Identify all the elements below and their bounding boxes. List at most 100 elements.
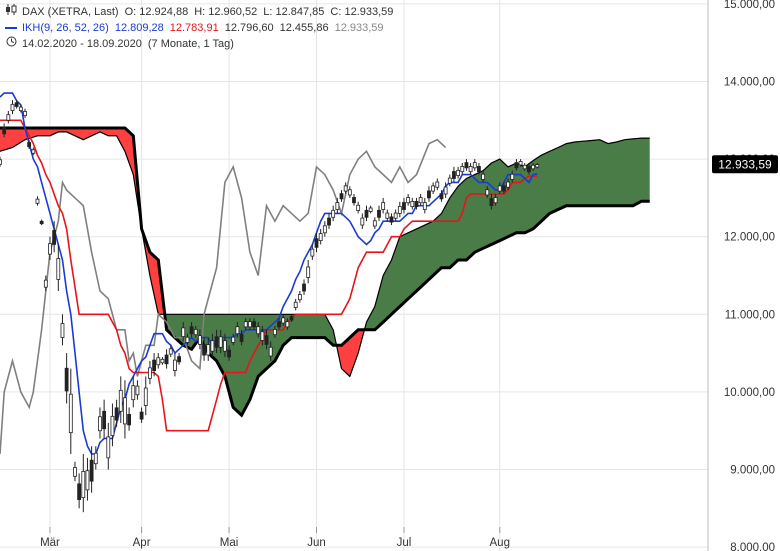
candle-body bbox=[535, 164, 540, 168]
legend-open-value: 12.924,88 bbox=[139, 5, 189, 18]
chart-grid bbox=[0, 0, 708, 551]
candle-body bbox=[481, 173, 486, 180]
candle-body bbox=[277, 321, 281, 328]
candle-body bbox=[0, 159, 2, 165]
candle-body bbox=[64, 367, 69, 392]
candle-body bbox=[235, 326, 240, 335]
candle-body bbox=[477, 166, 481, 173]
candle-body bbox=[472, 162, 477, 169]
candle-body bbox=[414, 200, 419, 208]
candle-body bbox=[56, 258, 61, 280]
cloud-bearish-area bbox=[0, 128, 142, 229]
last-price-tag-bg bbox=[712, 155, 778, 174]
candle-body bbox=[198, 335, 202, 345]
cloud-bearish-area bbox=[143, 234, 167, 330]
candle-body bbox=[102, 410, 107, 430]
candle-body bbox=[252, 321, 256, 328]
candle-body bbox=[439, 193, 444, 200]
candle-body bbox=[431, 185, 436, 192]
candle-body bbox=[331, 209, 336, 218]
candle-body bbox=[43, 279, 48, 288]
candle-body bbox=[302, 283, 306, 292]
senkou-span-a-line bbox=[0, 131, 650, 378]
candle-body bbox=[506, 181, 510, 188]
candle-body bbox=[222, 340, 227, 352]
candle-body bbox=[297, 294, 302, 301]
candle-body bbox=[493, 197, 498, 204]
candle-body bbox=[110, 415, 115, 436]
legend-range-row: 14.02.2020 - 18.09.2020 (7 Monate, 1 Tag… bbox=[4, 36, 393, 53]
candle-body bbox=[406, 197, 411, 204]
candle-body bbox=[522, 164, 527, 170]
candle-body bbox=[193, 329, 198, 336]
candle-body bbox=[98, 416, 102, 432]
candle-body bbox=[227, 349, 231, 358]
legend-close-value: 12.933,59 bbox=[344, 5, 394, 18]
candle-body bbox=[10, 103, 15, 111]
y-tick-label: 12.000,00 bbox=[724, 232, 775, 244]
candle-body bbox=[456, 169, 461, 176]
legend-close-label: C: bbox=[330, 5, 342, 18]
candle-body bbox=[318, 233, 323, 241]
candle-body bbox=[293, 301, 298, 308]
candle-body bbox=[327, 217, 331, 226]
candle-body bbox=[502, 185, 506, 192]
line-indicator-icon bbox=[4, 21, 18, 37]
candle-body bbox=[352, 197, 356, 204]
candle-body bbox=[35, 198, 40, 204]
kijun-sen-line bbox=[0, 119, 538, 432]
candle-body bbox=[185, 336, 190, 343]
candle-body bbox=[360, 217, 365, 226]
legend-high-label: H: bbox=[194, 5, 206, 18]
legend-low-value: 12.847,85 bbox=[275, 5, 325, 18]
candle-body bbox=[123, 397, 127, 425]
candle-body bbox=[410, 200, 415, 208]
candle-body bbox=[131, 385, 136, 401]
candle-body bbox=[256, 326, 261, 335]
y-tick-label: 11.000,00 bbox=[725, 309, 775, 321]
candle-body bbox=[148, 367, 152, 379]
x-tick-label: Aug bbox=[490, 537, 510, 549]
candle-body bbox=[143, 387, 148, 406]
x-axis: Mär Apr Mai Jun Jul Aug bbox=[40, 527, 510, 549]
candle-body bbox=[14, 102, 19, 107]
legend-high-value: 12.960,52 bbox=[208, 5, 258, 18]
candle-body bbox=[243, 321, 248, 328]
candle-body bbox=[497, 185, 502, 192]
candle-body bbox=[31, 149, 36, 154]
candle-body bbox=[347, 189, 352, 196]
last-price-tag: 12.933,59 bbox=[712, 155, 778, 174]
legend-ikh-tenkan: 12.809,28 bbox=[114, 21, 164, 34]
ichimoku-lines bbox=[0, 92, 538, 455]
candle-body bbox=[281, 317, 286, 324]
candle-body bbox=[285, 321, 290, 328]
candle-body bbox=[335, 202, 340, 210]
candle-body bbox=[314, 238, 319, 248]
y-tick-label: 15.000,00 bbox=[724, 0, 775, 11]
last-price-tag-value: 12.933,59 bbox=[718, 158, 772, 172]
legend-ikh-row: IKH(9, 26, 52, 26) 12.809,28 12.783,91 1… bbox=[4, 21, 393, 37]
candle-body bbox=[60, 323, 65, 338]
legend-ikh-kijun: 12.783,91 bbox=[169, 21, 219, 34]
candle-body bbox=[381, 202, 386, 210]
y-tick-label: 10.000,00 bbox=[724, 387, 775, 399]
candle-body bbox=[447, 177, 452, 184]
candle-body bbox=[177, 356, 181, 363]
candle-body bbox=[81, 471, 86, 499]
candle-body bbox=[164, 354, 169, 365]
candle-body bbox=[73, 467, 77, 477]
candle-body bbox=[368, 207, 373, 212]
senkou-span-b-line bbox=[0, 126, 650, 418]
candle-body bbox=[114, 407, 119, 421]
x-tick-label: Jun bbox=[307, 537, 326, 549]
candle-body bbox=[268, 346, 273, 357]
legend-open-label: O: bbox=[124, 5, 137, 18]
candle-body bbox=[418, 197, 423, 204]
candle-body bbox=[139, 411, 144, 420]
candle-body bbox=[377, 209, 381, 218]
legend-date-range: 14.02.2020 - 18.09.2020 bbox=[22, 37, 142, 50]
candle-body bbox=[218, 336, 223, 348]
candle-body bbox=[364, 209, 369, 218]
candle-body bbox=[168, 348, 173, 355]
